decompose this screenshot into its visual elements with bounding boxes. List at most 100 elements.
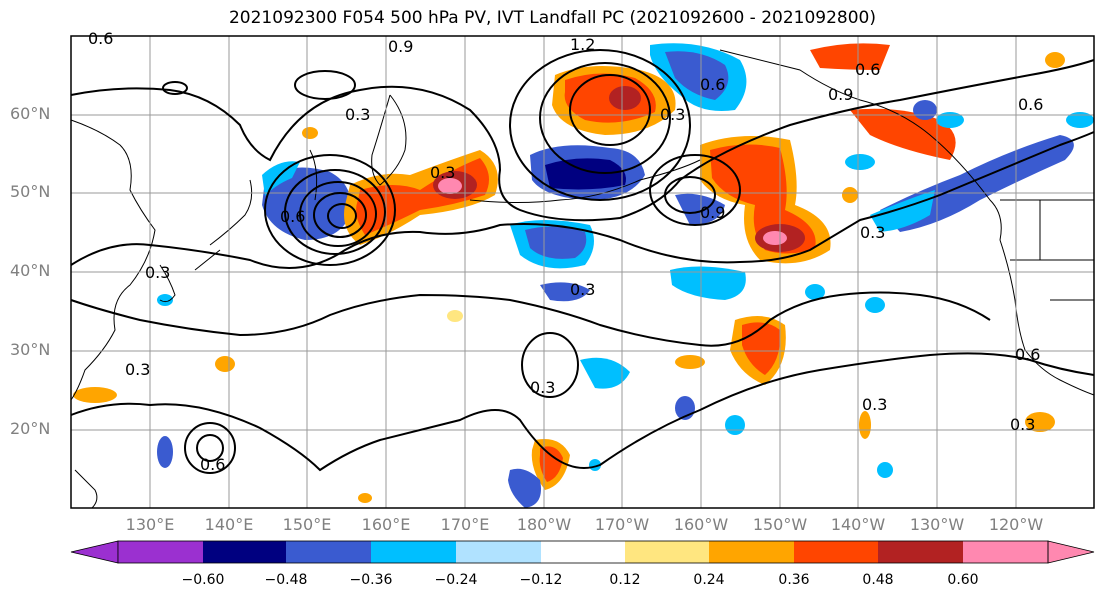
contour-main-north	[70, 59, 1095, 222]
fill-neg-small12	[877, 462, 893, 478]
contour-label: 0.3	[530, 378, 555, 397]
contour-mid	[70, 291, 991, 347]
contour-label: 0.3	[345, 105, 370, 124]
contour-label: 0.3	[1010, 415, 1035, 434]
contour-labels: 0.6 0.9 1.2 0.6 0.9 0.6 0.3 0.3 0.3 0.6 …	[88, 29, 1043, 474]
contour-label: 0.3	[145, 263, 170, 282]
contour-label: 0.3	[660, 105, 685, 124]
contour-low-1	[264, 154, 396, 266]
colorbar-tick-label: −0.36	[349, 572, 393, 588]
fill-neg-small7	[913, 100, 937, 120]
colorbar-outline	[117, 540, 1049, 564]
colorbar-segment	[878, 541, 963, 563]
coast-na-west	[999, 239, 1095, 396]
colorbar-tick-label: 0.24	[693, 572, 725, 588]
fill-pos-small1	[215, 356, 235, 372]
contour-label: 0.6	[700, 75, 725, 94]
contour-low-5	[327, 203, 357, 229]
fill-neg-mid2	[670, 266, 746, 300]
colorbar-extend-min	[70, 540, 119, 564]
colorbar-segment	[118, 541, 203, 563]
contour-main-south	[70, 131, 1095, 269]
contour-label: 0.6	[1015, 345, 1040, 364]
fill-pos-small9	[358, 493, 372, 503]
colorbar-segment	[625, 541, 709, 563]
lat-label: 50°N	[10, 182, 51, 201]
colorbar-segment	[203, 541, 286, 563]
lon-label: 130°W	[909, 515, 965, 534]
contour-sub-3	[196, 434, 224, 462]
colorbar	[70, 540, 1095, 564]
fill-neg-small4	[865, 297, 885, 313]
colorbar-tick-label: 0.12	[609, 572, 641, 588]
coast-asia	[70, 119, 156, 401]
fill-pos-sub2-core	[539, 446, 563, 482]
lon-label: 160°W	[673, 515, 729, 534]
lon-label: 160°E	[361, 515, 411, 534]
fill-pos-alaska-n-max	[609, 86, 641, 110]
coast-korea	[159, 264, 176, 303]
contour-label: 0.6	[200, 455, 225, 474]
fill-pos-small7	[1045, 52, 1065, 68]
fill-neg-mid1-core	[525, 226, 587, 259]
fill-neg-sub	[508, 468, 541, 508]
fill-neg-small3	[725, 415, 745, 435]
contour-label: 0.9	[700, 203, 725, 222]
lon-label: 130°E	[125, 515, 175, 534]
fill-neg-small1	[157, 436, 173, 468]
fill-pos-small2	[73, 387, 117, 403]
contour-gulf-2	[664, 176, 716, 214]
lon-label: 150°W	[752, 515, 808, 534]
lon-label: 150°E	[282, 515, 332, 534]
fill-pos-small10	[447, 310, 463, 322]
contour-label: 0.3	[125, 360, 150, 379]
colorbar-tick-label: −0.24	[434, 572, 478, 588]
fill-pos-alaska-e	[810, 43, 890, 70]
contour-label: 0.3	[430, 163, 455, 182]
lon-label: 120°W	[988, 515, 1044, 534]
colorbar-tick-label: 0.60	[947, 572, 979, 588]
fill-neg-small5	[805, 284, 825, 300]
lon-label: 180°W	[516, 515, 572, 534]
fill-neg-ne-north-core	[665, 51, 729, 100]
lon-label: 170°W	[594, 515, 650, 534]
colorbar-segment	[794, 541, 878, 563]
fill-pos-small3	[675, 355, 705, 369]
lon-label: 140°W	[830, 515, 886, 534]
contour-low-2	[284, 169, 386, 255]
fill-pos-kamchatka-peak	[438, 178, 462, 194]
fill-neg-mid3	[540, 282, 590, 302]
fill-neg-small8	[1066, 112, 1094, 128]
contour-low-3	[299, 181, 377, 247]
colorbar-segment	[541, 541, 625, 563]
contour-bering-2	[539, 62, 671, 174]
lat-label: 60°N	[10, 104, 51, 123]
contour-label: 0.9	[828, 85, 853, 104]
fill-neg-ne-band-edge	[870, 190, 935, 232]
fill-pos-central-peak	[763, 231, 787, 245]
colorbar-tick-label: −0.12	[519, 572, 563, 588]
fill-pos-small4	[1025, 412, 1055, 432]
fill-pos-small6	[859, 411, 871, 439]
fill-pos-small8	[302, 127, 318, 139]
colorbar-tick-label: −0.48	[264, 572, 308, 588]
lat-label: 30°N	[10, 340, 51, 359]
contour-bering-3	[569, 74, 651, 146]
contour-label: 0.9	[388, 37, 413, 56]
contour-label: 0.6	[855, 60, 880, 79]
contour-label: 0.3	[860, 223, 885, 242]
fill-neg-small11	[157, 294, 173, 306]
map-frame	[70, 35, 1095, 509]
colorbar-segment	[456, 541, 541, 563]
lon-label: 170°E	[440, 515, 490, 534]
contour-label: 1.2	[570, 35, 595, 54]
lat-label: 20°N	[10, 419, 51, 438]
pv-contours	[70, 49, 1095, 474]
contour-low-4	[313, 192, 367, 238]
contour-label: 0.3	[570, 280, 595, 299]
colorbar-tick-label: 0.48	[862, 572, 894, 588]
coast-japan	[194, 179, 253, 271]
coast-kamchatka	[371, 94, 407, 186]
contour-sub-1	[521, 332, 579, 398]
lon-label: 140°E	[204, 515, 254, 534]
